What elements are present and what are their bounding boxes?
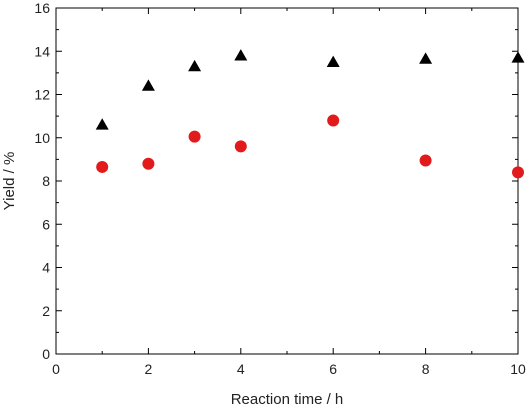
y-tick-label: 8: [42, 173, 50, 189]
y-tick-label: 4: [42, 260, 50, 276]
triangle-data-point: [326, 55, 340, 67]
y-tick-label: 10: [34, 130, 50, 146]
circle-data-point: [142, 157, 155, 170]
triangle-data-point: [419, 52, 433, 64]
x-tick-label: 6: [329, 361, 337, 377]
triangle-data-point: [511, 51, 525, 63]
y-tick-label: 12: [34, 87, 50, 103]
circle-data-point: [419, 154, 432, 167]
circle-data-point: [512, 166, 524, 179]
triangle-data-point: [95, 118, 109, 130]
circle-data-point: [234, 140, 247, 153]
x-tick-label: 0: [52, 361, 60, 377]
circle-data-point: [96, 160, 109, 173]
circle-data-point: [327, 114, 340, 127]
x-tick-label: 4: [237, 361, 245, 377]
triangle-data-point: [188, 59, 202, 72]
triangle-data-point: [141, 79, 155, 91]
y-tick-label: 16: [34, 0, 50, 16]
y-tick-label: 14: [34, 43, 50, 59]
y-axis-title: Yield / %: [1, 152, 18, 211]
y-tick-label: 0: [42, 346, 50, 362]
x-axis-ticks: 0 2 4 6 8 10: [52, 8, 526, 377]
triangle-data-point: [234, 49, 248, 61]
y-tick-label: 2: [42, 303, 50, 319]
plot-frame: [55, 7, 519, 355]
y-tick-label: 6: [42, 216, 50, 232]
data-points: [95, 49, 525, 179]
circle-data-point: [188, 130, 201, 143]
x-tick-label: 2: [145, 361, 153, 377]
y-axis-ticks: 0 2 4 6 8 10 12 14 16: [34, 0, 518, 362]
x-tick-label: 8: [422, 361, 430, 377]
x-axis-title: Reaction time / h: [231, 391, 344, 408]
x-tick-label: 10: [510, 361, 526, 377]
